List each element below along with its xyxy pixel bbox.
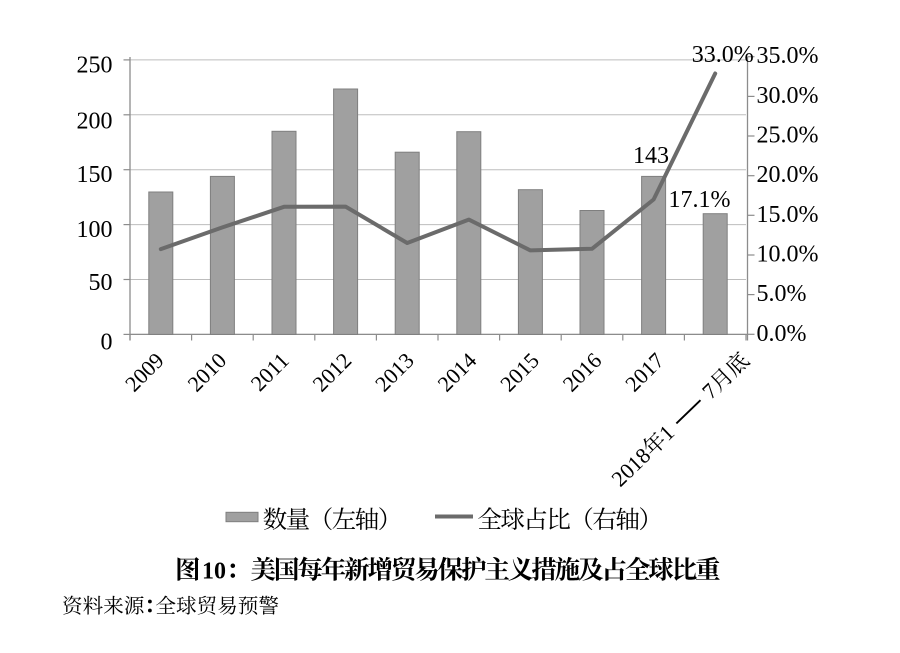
svg-text:10: 10	[202, 559, 226, 585]
svg-text:10.0%: 10.0%	[757, 242, 819, 268]
svg-text:0.0%: 0.0%	[757, 321, 807, 347]
svg-text:250: 250	[77, 52, 113, 78]
svg-text:20.0%: 20.0%	[757, 162, 819, 188]
svg-text:143: 143	[633, 143, 669, 169]
svg-text:15.0%: 15.0%	[757, 202, 819, 228]
svg-text:25.0%: 25.0%	[757, 123, 819, 149]
svg-text:0: 0	[101, 329, 113, 355]
svg-text:50: 50	[89, 270, 113, 296]
svg-text:200: 200	[77, 108, 113, 134]
svg-text:5.0%: 5.0%	[757, 281, 807, 307]
svg-text:35.0%: 35.0%	[757, 43, 819, 69]
svg-text:150: 150	[77, 162, 113, 188]
svg-text:17.1%: 17.1%	[669, 187, 731, 213]
svg-text:30.0%: 30.0%	[757, 83, 819, 109]
svg-text:100: 100	[77, 217, 113, 243]
svg-text:33.0%: 33.0%	[692, 42, 754, 68]
